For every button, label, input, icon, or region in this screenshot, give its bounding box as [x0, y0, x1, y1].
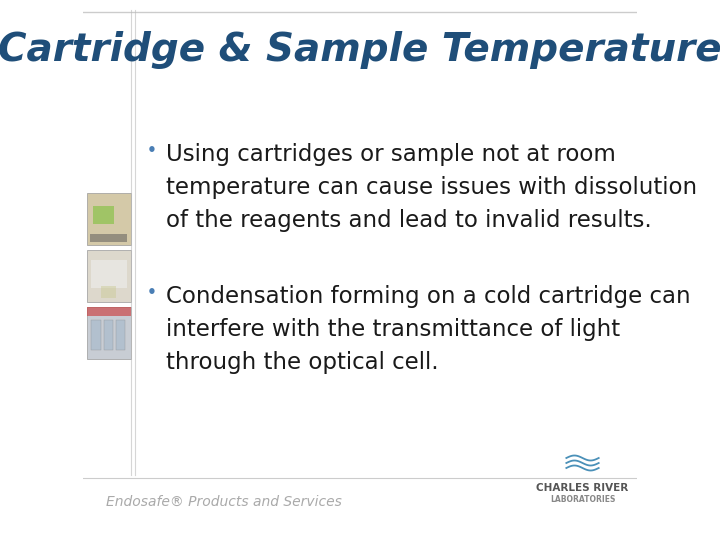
Bar	[101, 286, 116, 298]
Bar	[104, 320, 113, 350]
Bar	[116, 320, 125, 350]
Text: Condensation forming on a cold cartridge can
interfere with the transmittance of: Condensation forming on a cold cartridge…	[166, 285, 690, 374]
Text: LABORATORIES: LABORATORIES	[550, 496, 615, 504]
Bar	[86, 250, 131, 302]
Bar	[90, 234, 127, 242]
Text: Endosafe® Products and Services: Endosafe® Products and Services	[106, 495, 342, 509]
Bar	[91, 320, 101, 350]
Text: CHARLES RIVER: CHARLES RIVER	[536, 483, 629, 493]
Bar	[86, 307, 131, 316]
Text: •: •	[147, 143, 157, 158]
Bar	[86, 193, 131, 245]
Text: Using cartridges or sample not at room
temperature can cause issues with dissolu: Using cartridges or sample not at room t…	[166, 143, 697, 232]
Text: •: •	[147, 285, 157, 300]
Bar	[86, 307, 131, 359]
Text: Cartridge & Sample Temperature: Cartridge & Sample Temperature	[0, 31, 720, 69]
Bar	[93, 206, 114, 224]
Bar	[91, 260, 127, 288]
